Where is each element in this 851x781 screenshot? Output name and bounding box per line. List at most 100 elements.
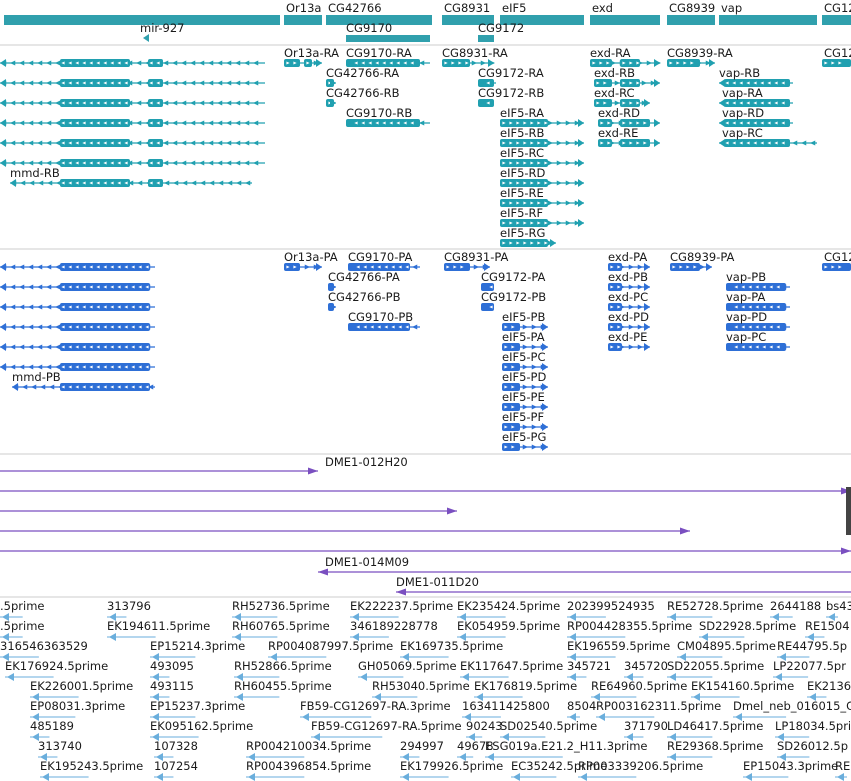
transcript-feature[interactable]: eIF5-RF <box>500 206 584 227</box>
mirna-feature[interactable] <box>143 34 149 42</box>
transcript-feature[interactable]: exd-RC <box>594 86 650 107</box>
protein-feature[interactable]: eIF5-PB <box>502 310 548 331</box>
est-feature[interactable]: EK095162.5prime <box>150 719 253 741</box>
protein-feature[interactable]: CG9170-PA <box>348 250 420 271</box>
gene-feature[interactable]: CG42766 <box>326 1 432 25</box>
protein-feature[interactable]: CG8931-PA <box>444 250 509 271</box>
transcript-feature[interactable] <box>0 159 265 167</box>
protein-feature[interactable]: CG9172-PB <box>481 290 546 311</box>
est-feature[interactable]: RH53040.5prime <box>372 679 470 701</box>
protein-feature[interactable] <box>0 343 155 351</box>
est-feature[interactable]: 2644188 <box>770 599 821 621</box>
est-feature[interactable]: RP004428355.5prime <box>567 619 692 641</box>
est-feature[interactable]: RE1504 <box>805 619 850 641</box>
est-feature[interactable]: RH52736.5prime <box>232 599 330 621</box>
gene-feature[interactable]: CG8931 <box>442 1 494 25</box>
gene-feature[interactable]: eIF5 <box>500 1 584 25</box>
gene-subfeature[interactable] <box>346 35 430 42</box>
protein-feature[interactable]: CG8939-PA <box>670 250 735 271</box>
est-feature[interactable]: GH05069.5prime <box>358 659 457 681</box>
est-feature[interactable]: RE44795.5p <box>777 639 847 661</box>
transcript-feature[interactable]: eIF5-RB <box>500 126 584 147</box>
est-feature[interactable]: EK117647.5prime <box>460 659 563 681</box>
transcript-feature[interactable]: CG9170-RA <box>346 46 430 67</box>
transcript-feature[interactable]: CG9170-RB <box>346 106 430 127</box>
gene-feature[interactable]: Or13a <box>284 1 322 25</box>
est-feature[interactable]: EP08031.3prime <box>30 699 125 721</box>
est-feature[interactable]: RP004087997.5prime <box>268 639 393 661</box>
protein-feature[interactable] <box>0 323 155 331</box>
est-feature[interactable]: EK195243.5prime <box>40 759 143 781</box>
est-feature[interactable]: 371790 <box>624 719 668 741</box>
clone-feature[interactable]: DME1-012H20 <box>0 455 408 475</box>
est-feature[interactable]: EK235424.5prime <box>457 599 560 621</box>
est-feature[interactable]: 313796 <box>107 599 151 621</box>
protein-feature[interactable]: vap-PA <box>726 290 790 311</box>
est-feature[interactable]: RE64960.5prime <box>591 679 687 701</box>
clone-feature[interactable] <box>0 527 690 535</box>
protein-feature[interactable] <box>0 303 155 311</box>
est-feature[interactable]: 345721 <box>567 659 611 681</box>
transcript-feature[interactable]: vap-RA <box>719 86 793 107</box>
transcript-feature[interactable]: eIF5-RG <box>500 226 556 247</box>
est-feature[interactable]: RE29368.5prime <box>667 739 763 761</box>
protein-feature[interactable]: CG9170-PB <box>348 310 420 331</box>
est-feature[interactable]: EK054959.5prime <box>457 619 560 641</box>
est-feature[interactable]: SD26012.5p <box>777 739 848 761</box>
est-feature[interactable]: 107328 <box>154 739 198 761</box>
est-feature[interactable]: .5prime <box>0 619 44 641</box>
protein-feature[interactable]: eIF5-PD <box>502 370 548 391</box>
transcript-feature[interactable]: vap-RD <box>719 106 793 127</box>
transcript-feature[interactable]: CG42766-RB <box>326 86 400 107</box>
est-feature[interactable]: EK196559.5prime <box>567 639 670 661</box>
transcript-feature[interactable]: exd-RE <box>598 126 660 147</box>
est-feature[interactable]: 485189 <box>30 719 74 741</box>
est-feature[interactable]: LD46417.5prime <box>667 719 763 741</box>
est-feature[interactable]: FB59-CG12697-RA.5prime <box>311 719 462 741</box>
gene-subfeature[interactable] <box>478 35 494 42</box>
est-feature[interactable]: bs43 <box>826 599 851 621</box>
est-feature[interactable]: EP15214.3prime <box>150 639 245 661</box>
est-feature[interactable]: 90243 <box>466 719 503 741</box>
transcript-feature[interactable]: vap-RB <box>719 66 793 87</box>
est-feature[interactable]: ESG019a.E21.2_H11.3prime <box>485 739 648 761</box>
transcript-feature[interactable]: Or13a-RA <box>284 46 339 67</box>
est-feature[interactable]: 346189228778 <box>350 619 438 641</box>
protein-feature[interactable]: eIF5-PG <box>502 430 548 451</box>
protein-feature[interactable]: eIF5-PF <box>502 410 548 431</box>
est-feature[interactable]: RH60765.5prime <box>232 619 330 641</box>
est-feature[interactable]: SD02540.5prime <box>500 719 597 741</box>
clone-feature[interactable] <box>0 507 457 515</box>
est-feature[interactable]: EP15043.3prime <box>743 759 838 781</box>
est-feature[interactable]: RH60455.5prime <box>234 679 332 701</box>
gene-feature[interactable]: vap <box>719 1 817 25</box>
est-feature[interactable]: 316546363529 <box>0 639 88 661</box>
est-feature[interactable]: 49678 <box>457 739 494 761</box>
est-feature[interactable]: SD22928.5prime <box>699 619 796 641</box>
protein-feature[interactable]: CG42766-PA <box>328 270 400 291</box>
clone-feature[interactable] <box>0 547 851 555</box>
est-feature[interactable]: Dmel_neb_016015_C <box>733 699 851 721</box>
transcript-feature[interactable] <box>0 59 265 67</box>
protein-feature[interactable]: vap-PB <box>726 270 790 291</box>
protein-feature[interactable] <box>0 363 155 371</box>
clone-feature[interactable] <box>0 487 851 495</box>
protein-feature[interactable]: vap-PC <box>726 330 790 351</box>
transcript-feature[interactable]: eIF5-RD <box>500 166 584 187</box>
est-feature[interactable]: 163411425800 <box>462 699 550 721</box>
protein-feature[interactable]: CG42766-PB <box>328 290 401 311</box>
est-feature[interactable]: EK154160.5prime <box>691 679 794 701</box>
est-feature[interactable]: EP15237.3prime <box>150 699 245 721</box>
protein-feature[interactable] <box>0 283 155 291</box>
transcript-feature[interactable]: eIF5-RC <box>500 146 584 167</box>
est-feature[interactable]: RP003339206.5prime <box>578 759 703 781</box>
transcript-feature[interactable]: CG8931-RA <box>442 46 508 67</box>
transcript-feature[interactable] <box>0 79 265 87</box>
est-feature[interactable]: RP004396854.5prime <box>246 759 371 781</box>
protein-feature[interactable]: eIF5-PE <box>502 390 548 411</box>
transcript-feature[interactable]: CG12 <box>822 46 851 67</box>
gene-feature[interactable] <box>4 15 280 25</box>
est-feature[interactable]: 107254 <box>154 759 198 781</box>
est-feature[interactable]: 493115 <box>150 679 194 701</box>
protein-feature[interactable]: exd-PC <box>608 290 650 311</box>
